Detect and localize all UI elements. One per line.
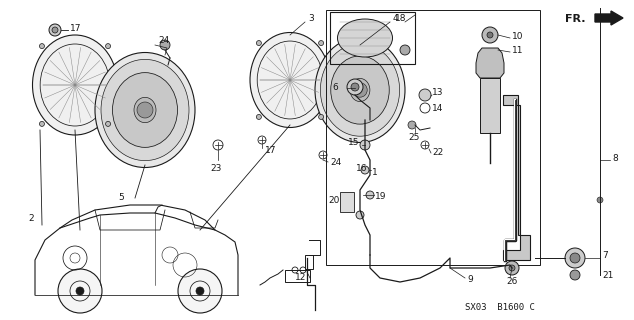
Text: 11: 11: [512, 45, 524, 54]
Text: 13: 13: [432, 87, 444, 97]
Bar: [326, 10, 540, 265]
Circle shape: [400, 45, 410, 55]
Bar: [285, 270, 310, 282]
Circle shape: [105, 44, 110, 49]
Text: 15: 15: [348, 138, 359, 147]
Text: 5: 5: [118, 193, 124, 202]
Circle shape: [76, 287, 84, 295]
Ellipse shape: [112, 73, 178, 148]
Circle shape: [570, 270, 580, 280]
Bar: [480, 78, 500, 133]
Text: 20: 20: [328, 196, 339, 204]
Circle shape: [509, 265, 515, 271]
Circle shape: [58, 269, 102, 313]
Ellipse shape: [32, 35, 117, 135]
Ellipse shape: [101, 60, 189, 161]
Bar: [305, 255, 313, 269]
Circle shape: [160, 40, 170, 50]
Text: 17: 17: [70, 23, 82, 33]
Ellipse shape: [95, 52, 195, 167]
Circle shape: [319, 41, 323, 45]
Ellipse shape: [337, 19, 392, 57]
FancyArrow shape: [595, 11, 623, 25]
Text: 4: 4: [393, 13, 399, 22]
Circle shape: [482, 27, 498, 43]
Bar: [330, 12, 415, 64]
Circle shape: [178, 269, 222, 313]
Text: 10: 10: [512, 31, 524, 41]
Text: 6: 6: [332, 83, 338, 92]
Circle shape: [597, 197, 603, 203]
Circle shape: [319, 115, 323, 119]
Ellipse shape: [134, 97, 156, 123]
Circle shape: [408, 121, 416, 129]
Circle shape: [49, 24, 61, 36]
Circle shape: [366, 191, 374, 199]
Text: 7: 7: [602, 251, 608, 260]
Ellipse shape: [320, 44, 399, 136]
Text: 24: 24: [158, 36, 169, 44]
Text: 24: 24: [330, 157, 341, 166]
Circle shape: [361, 166, 369, 174]
Circle shape: [570, 253, 580, 263]
Circle shape: [419, 89, 431, 101]
Text: 8: 8: [612, 154, 618, 163]
Circle shape: [52, 27, 58, 33]
Bar: [340, 192, 354, 212]
Circle shape: [356, 211, 364, 219]
Ellipse shape: [331, 56, 389, 124]
Text: SX03  B1600 C: SX03 B1600 C: [465, 303, 535, 313]
Text: 3: 3: [308, 13, 314, 22]
Circle shape: [360, 140, 370, 150]
Text: 23: 23: [210, 164, 221, 172]
Text: 17: 17: [265, 146, 276, 155]
Ellipse shape: [250, 33, 330, 127]
Text: 21: 21: [602, 271, 613, 281]
Ellipse shape: [350, 78, 370, 101]
Circle shape: [196, 287, 204, 295]
Text: 19: 19: [375, 191, 387, 201]
Polygon shape: [476, 48, 504, 78]
Ellipse shape: [315, 37, 405, 142]
Circle shape: [347, 79, 363, 95]
Text: 9: 9: [467, 276, 473, 284]
Circle shape: [105, 121, 110, 126]
Text: FR.: FR.: [565, 14, 586, 24]
Text: 18: 18: [394, 13, 406, 22]
Text: 2: 2: [28, 213, 34, 222]
Polygon shape: [503, 95, 530, 260]
Circle shape: [565, 248, 585, 268]
Circle shape: [39, 121, 44, 126]
Circle shape: [256, 115, 261, 119]
Circle shape: [505, 261, 519, 275]
Text: 25: 25: [408, 132, 419, 141]
Text: 1: 1: [372, 167, 378, 177]
Circle shape: [487, 32, 493, 38]
Text: 12: 12: [295, 274, 306, 283]
Circle shape: [256, 41, 261, 45]
Circle shape: [39, 44, 44, 49]
Text: 22: 22: [432, 148, 443, 156]
Circle shape: [137, 102, 153, 118]
Text: 16: 16: [356, 164, 368, 172]
Circle shape: [351, 83, 359, 91]
Circle shape: [353, 83, 367, 97]
Text: 14: 14: [432, 103, 443, 113]
Text: 26: 26: [506, 277, 517, 286]
